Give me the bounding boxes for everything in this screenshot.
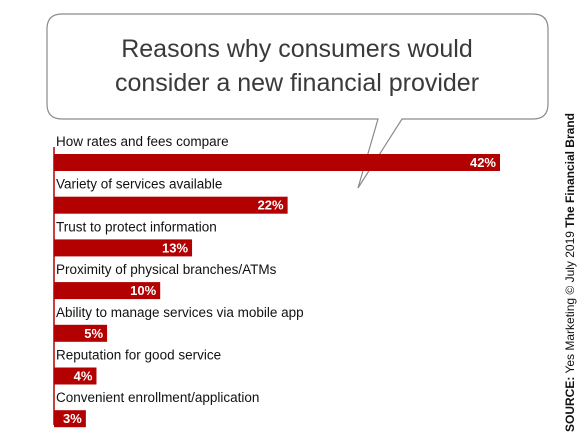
bar-value-label: 13% [162,240,188,255]
bar [54,367,97,385]
source-credit: SOURCE: Yes Marketing © July 2019 The Fi… [563,113,577,432]
category-label: Trust to protect information [56,219,217,234]
category-label: Convenient enrollment/application [56,390,259,405]
bars-group: How rates and fees compare 42% Variety of … [54,134,500,428]
bar [54,282,161,300]
bar [54,154,500,171]
source-label: SOURCE: [563,377,577,432]
bar [54,410,86,428]
bar [54,324,108,342]
title-speech-bubble [46,13,549,189]
bar-value-label: 4% [74,369,93,384]
category-label: How rates and fees compare [56,134,229,149]
chart-title-line-2: consider a new financial provider [115,69,479,97]
bar-value-label: 42% [470,155,496,170]
category-label: Proximity of physical branches/ATMs [56,262,277,277]
chart-title-line-1: Reasons why consumers would [121,35,473,63]
bar [54,196,288,214]
source-brand: The Financial Brand [563,113,577,228]
category-label: Variety of services available [56,177,222,192]
bar [54,239,193,257]
bar-value-label: 5% [84,326,103,341]
bar-value-label: 3% [63,411,82,426]
category-label: Ability to manage services via mobile ap… [56,305,304,320]
bar-value-label: 10% [130,283,156,298]
source-text: Yes Marketing © July 2019 [563,228,577,374]
category-label: Reputation for good service [56,348,221,363]
bar-value-label: 22% [258,198,284,213]
